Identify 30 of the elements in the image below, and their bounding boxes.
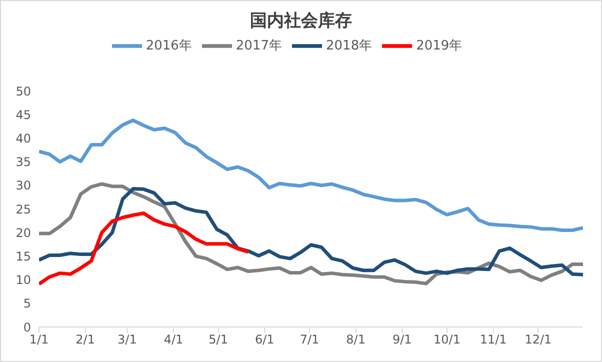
chart-title: 国内社会库存 [249,10,353,32]
y-tick-label: 45 [16,108,31,122]
y-tick-label: 35 [16,155,31,170]
x-tick-label: 11/1 [480,332,507,347]
y-tick-label: 30 [16,178,31,193]
y-tick-label: 0 [23,320,31,334]
x-tick-label: 10/1 [434,332,460,347]
legend-label: 2019年 [416,38,462,54]
y-tick-label: 20 [16,226,31,240]
y-tick-label: 40 [16,131,31,146]
x-tick-label: 3/1 [118,332,137,347]
x-tick-label: 6/1 [255,332,274,347]
x-tick-label: 8/1 [346,332,366,347]
legend-label: 2017年 [236,38,282,54]
y-tick-label: 5 [23,296,31,311]
legend-label: 2016年 [146,38,192,54]
y-tick-label: 15 [16,249,31,264]
x-tick-label: 1/1 [29,332,49,347]
y-tick-label: 10 [16,273,31,288]
line-series [39,118,583,232]
x-tick-label: 12/1 [524,332,552,347]
x-tick-label: 4/1 [164,332,184,347]
y-tick-label: 50 [16,84,31,98]
x-tick-label: 9/1 [392,332,412,347]
x-tick-label: 7/1 [300,332,320,347]
x-tick-label: 2/1 [76,332,95,347]
x-tick-label: 5/1 [208,332,228,347]
legend-label: 2018年 [326,38,372,54]
line-series [39,212,250,286]
y-tick-label: 25 [16,202,31,216]
